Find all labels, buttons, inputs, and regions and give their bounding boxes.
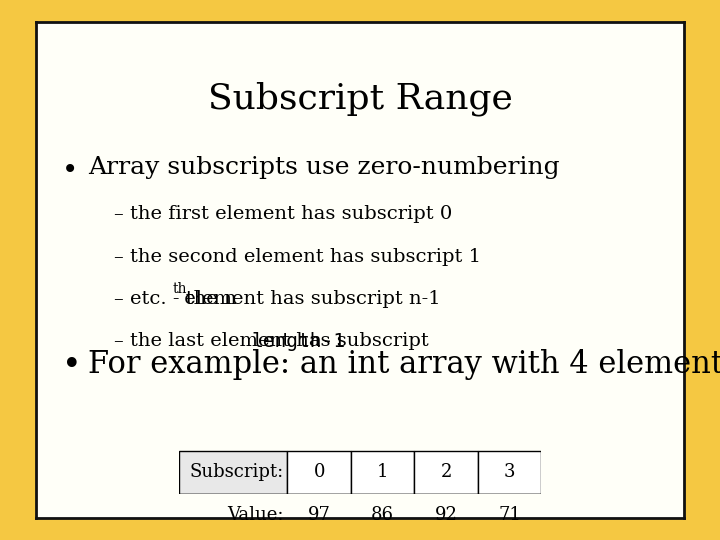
Text: Subscript Range: Subscript Range — [207, 81, 513, 116]
Text: – the last element has subscript: – the last element has subscript — [114, 332, 435, 350]
Text: 2: 2 — [441, 463, 452, 482]
Bar — [287, 494, 351, 536]
Text: 92: 92 — [435, 505, 458, 524]
Text: 0: 0 — [313, 463, 325, 482]
Bar — [478, 494, 541, 536]
Text: For example: an int array with 4 elements: For example: an int array with 4 element… — [88, 349, 720, 381]
Text: Subscript:: Subscript: — [189, 463, 284, 482]
Text: – the second element has subscript 1: – the second element has subscript 1 — [114, 248, 481, 266]
Bar — [179, 494, 287, 536]
Bar — [351, 494, 415, 536]
Text: •: • — [62, 156, 78, 184]
Text: 3: 3 — [504, 463, 516, 482]
Text: 1: 1 — [377, 463, 388, 482]
Bar — [415, 451, 478, 494]
Text: th: th — [172, 282, 186, 296]
Text: Value:: Value: — [228, 505, 284, 524]
Text: element has subscript n-1: element has subscript n-1 — [179, 290, 441, 308]
Text: – the first element has subscript 0: – the first element has subscript 0 — [114, 205, 452, 224]
Text: length-1: length-1 — [251, 332, 346, 351]
Bar — [351, 451, 415, 494]
Bar — [287, 451, 351, 494]
Text: •: • — [62, 349, 81, 382]
Text: 97: 97 — [307, 505, 330, 524]
Bar — [415, 494, 478, 536]
Text: Array subscripts use zero-numbering: Array subscripts use zero-numbering — [88, 156, 559, 179]
Text: 71: 71 — [498, 505, 521, 524]
Text: 86: 86 — [372, 505, 394, 524]
Bar — [478, 451, 541, 494]
Bar — [179, 451, 287, 494]
Text: – etc. - the n: – etc. - the n — [114, 290, 236, 308]
